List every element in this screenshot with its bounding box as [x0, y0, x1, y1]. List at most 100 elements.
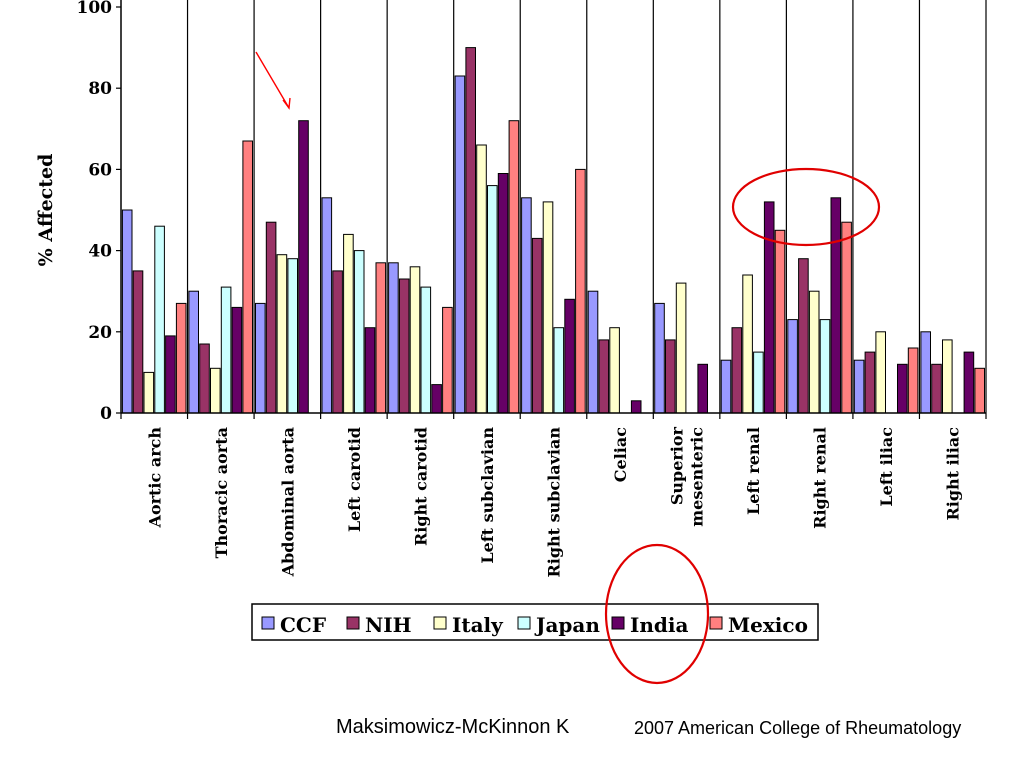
bar-mexico-aortic-arch [175, 302, 187, 414]
bar-ccf-thoracic-aorta [188, 290, 199, 414]
legend-label-mexico: Mexico [728, 613, 808, 637]
credit-author: Maksimowicz-McKinnon K [336, 716, 570, 738]
bar-japan-right-renal [819, 319, 831, 414]
x-tick-label-thoracic-aorta: Thoracic aorta [212, 427, 231, 558]
bar-ccf-right-carotid [388, 262, 399, 414]
y-tick-label-100: 100 [77, 0, 113, 18]
legend-label-nih: NIH [365, 613, 412, 637]
bar-italy-right-carotid [409, 266, 421, 414]
bar-mexico-thoracic-aorta [242, 140, 253, 414]
bar-ccf-left-subclavian [454, 75, 466, 414]
bars-layer [121, 47, 986, 414]
bar-india-celiac [630, 400, 642, 414]
legend-box [251, 603, 819, 641]
bar-india-right-carotid [431, 384, 442, 414]
bar-nih-left-subclavian [465, 47, 476, 414]
bar-nih-left-carotid [332, 270, 343, 414]
bar-italy-left-renal [742, 274, 753, 414]
bar-japan-left-subclavian [487, 185, 498, 414]
bar-mexico-left-carotid [375, 262, 387, 414]
legend-label-italy: Italy [452, 613, 504, 637]
legend-label-india: India [630, 613, 688, 637]
bar-india-left-subclavian [497, 173, 509, 414]
bar-japan-left-renal [753, 351, 764, 414]
bar-ccf-left-iliac [853, 359, 865, 414]
y-tick-label-60: 60 [88, 160, 112, 180]
y-tick-labels: 0 20 40 60 80 100 [77, 0, 121, 424]
bar-ccf-right-iliac [920, 331, 932, 414]
bar-italy-left-iliac [875, 331, 887, 414]
bar-italy-right-subclavian [542, 201, 554, 414]
bar-ccf-right-subclavian [521, 197, 532, 414]
annotations [255, 51, 881, 685]
category-separators [186, 0, 987, 413]
y-tick-label-40: 40 [88, 242, 112, 262]
bar-nih-celiac [598, 339, 610, 414]
bar-mexico-left-iliac [907, 347, 919, 414]
bar-india-thoracic-aorta [231, 306, 243, 414]
bar-india-left-iliac [897, 363, 908, 414]
bar-india-right-iliac [963, 351, 975, 414]
legend-swatch-japan [517, 616, 531, 630]
bar-ccf-superior-mesenteric [654, 302, 665, 414]
bar-ccf-abdominal-aorta [255, 302, 266, 414]
bar-mexico-right-iliac [974, 367, 986, 414]
bar-ccf-aortic-arch [121, 209, 133, 414]
bar-ccf-left-carotid [321, 197, 333, 414]
legend-swatch-italy [433, 616, 447, 630]
bar-india-left-renal [763, 201, 775, 414]
credit-source: 2007 American College of Rheumatology [634, 718, 962, 738]
bar-nih-right-iliac [931, 363, 942, 414]
x-tick-label-right-iliac: Right iliac [944, 427, 963, 521]
bar-italy-right-renal [808, 290, 820, 414]
bar-india-left-carotid [364, 327, 376, 414]
bar-mexico-right-carotid [442, 306, 453, 414]
legend-swatch-mexico [709, 616, 723, 630]
legend-swatch-ccf [261, 616, 275, 630]
x-tick-label-abdominal-aorta: Abdominal aorta [278, 427, 297, 577]
bar-mexico-right-renal [841, 221, 852, 414]
legend: CCF NIH Italy Japan India Mexico [251, 603, 819, 641]
bar-japan-right-subclavian [553, 327, 565, 414]
y-tick-label-20: 20 [88, 323, 112, 343]
bar-japan-thoracic-aorta [220, 286, 232, 414]
legend-label-ccf: CCF [280, 613, 326, 637]
y-tick-label-80: 80 [88, 79, 112, 99]
bar-nih-superior-mesenteric [665, 339, 676, 414]
bar-japan-left-carotid [353, 250, 365, 414]
x-tick-label-aortic-arch: Aortic arch [145, 427, 164, 529]
bar-italy-superior-mesenteric [675, 282, 687, 414]
axes [120, 0, 986, 414]
x-tick-label-celiac: Celiac [611, 427, 630, 482]
x-tick-labels: Aortic arch Thoracic aorta Abdominal aorta… [120, 413, 987, 578]
bar-japan-aortic-arch [154, 225, 165, 414]
bar-italy-celiac [609, 327, 620, 414]
bar-india-right-renal [830, 197, 842, 414]
x-tick-label-right-subclavian: Right subclavian [545, 427, 564, 578]
bar-italy-thoracic-aorta [210, 367, 221, 414]
x-tick-label-left-renal: Left renal [744, 427, 763, 515]
bar-mexico-right-subclavian [575, 168, 586, 414]
bar-mexico-left-renal [774, 229, 786, 414]
bar-ccf-right-renal [787, 319, 798, 414]
bar-japan-right-carotid [420, 286, 432, 414]
bar-nih-left-iliac [864, 351, 876, 414]
y-tick-label-0: 0 [100, 404, 112, 424]
bar-italy-abdominal-aorta [276, 254, 288, 414]
bar-india-aortic-arch [165, 335, 176, 414]
bar-ccf-celiac [587, 290, 599, 414]
arrow-head [282, 97, 291, 110]
highlight-ellipse-india [604, 543, 710, 685]
bar-mexico-left-subclavian [508, 120, 520, 414]
bar-india-superior-mesenteric [697, 363, 709, 414]
bar-nih-right-carotid [398, 278, 410, 414]
legend-label-japan: Japan [534, 613, 600, 637]
legend-swatch-india [611, 616, 625, 630]
x-tick-label-right-renal: Right renal [811, 427, 830, 529]
bar-italy-right-iliac [942, 339, 953, 414]
x-tick-label-left-carotid: Left carotid [345, 427, 364, 532]
x-tick-label-left-iliac: Left iliac [877, 427, 896, 507]
x-tick-label-right-carotid: Right carotid [411, 427, 430, 546]
bar-nih-abdominal-aorta [265, 221, 277, 414]
